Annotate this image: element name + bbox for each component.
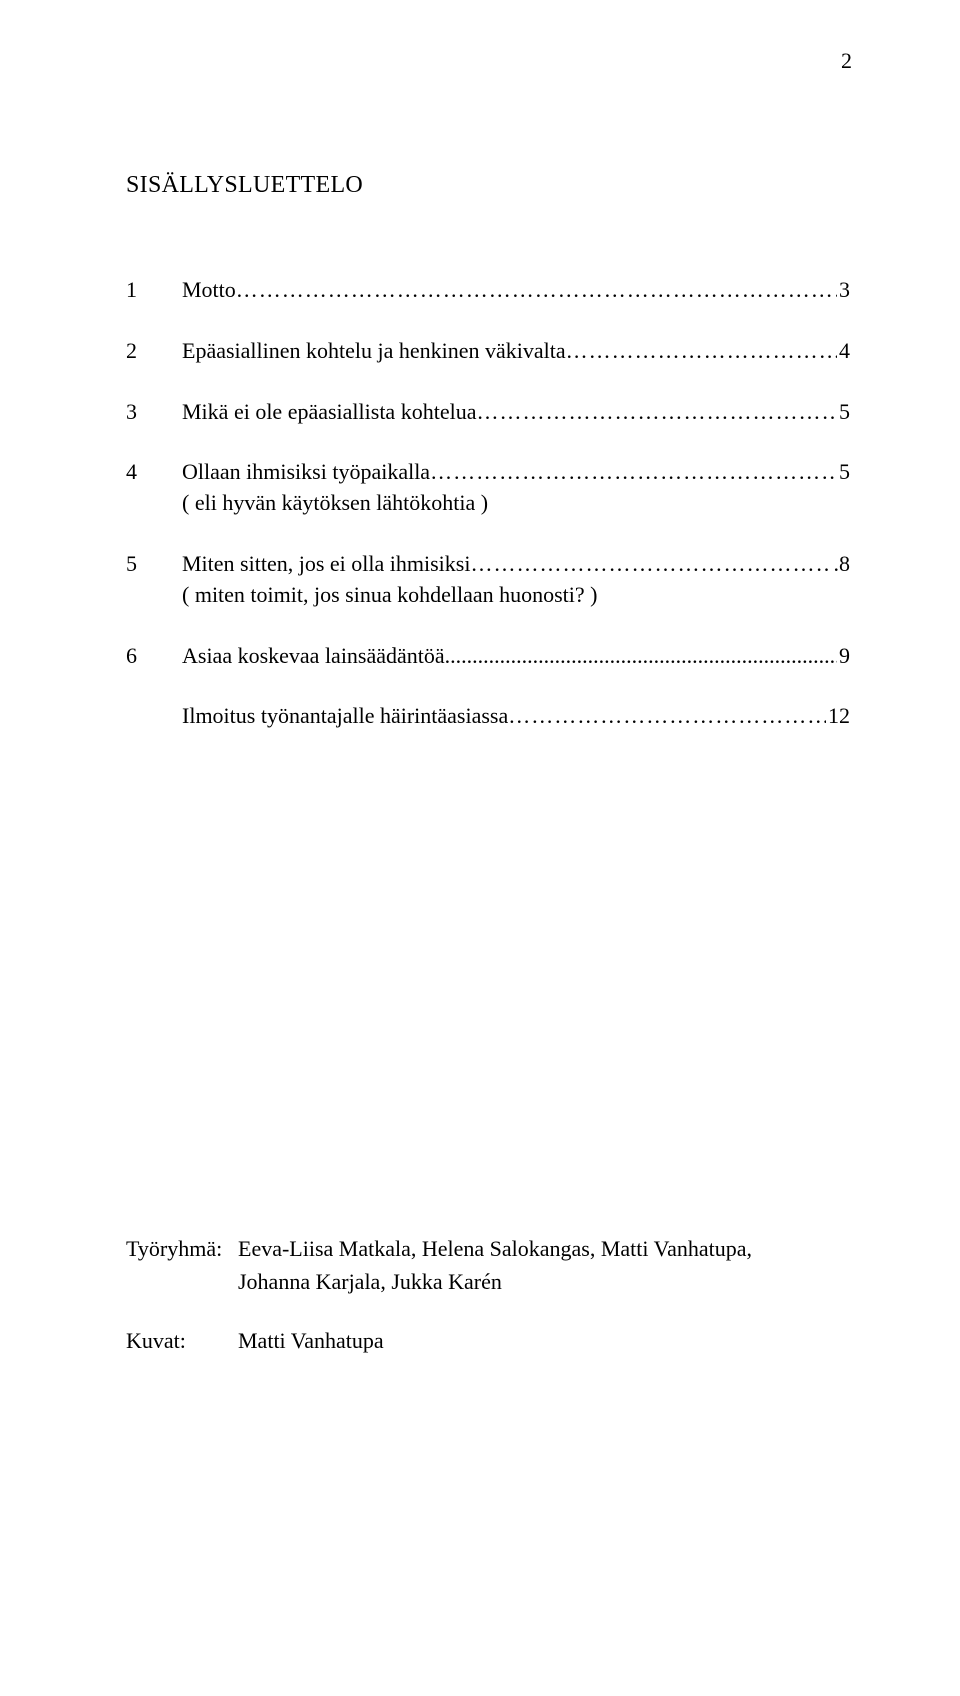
toc-page: 5 bbox=[837, 457, 850, 488]
toc-label: Asiaa koskevaa lainsäädäntöä bbox=[182, 641, 445, 672]
workgroup-row2: Johanna Karjala, Jukka Karén bbox=[126, 1265, 850, 1298]
toc-number: 1 bbox=[126, 275, 182, 306]
page-number: 2 bbox=[841, 48, 852, 74]
toc-number: 4 bbox=[126, 457, 182, 488]
workgroup-row: Työryhmä: Eeva-Liisa Matkala, Helena Sal… bbox=[126, 1232, 850, 1265]
toc-leader bbox=[508, 701, 826, 732]
toc-label: Motto bbox=[182, 275, 236, 306]
toc-item-2: 2 Epäasiallinen kohtelu ja henkinen väki… bbox=[126, 336, 850, 367]
toc-subtitle: ( eli hyvän käytöksen lähtökohtia ) bbox=[182, 488, 850, 519]
toc-page: 12 bbox=[826, 701, 850, 732]
toc-item-6: 6 Asiaa koskevaa lainsäädäntöä 9 bbox=[126, 641, 850, 672]
toc-leader bbox=[470, 549, 831, 580]
toc-label: Ilmoitus työnantajalle häirintäasiassa bbox=[182, 701, 508, 732]
images-label: Kuvat: bbox=[126, 1324, 238, 1357]
workgroup-names-line2: Johanna Karjala, Jukka Karén bbox=[238, 1265, 502, 1298]
credits-block: Työryhmä: Eeva-Liisa Matkala, Helena Sal… bbox=[126, 1232, 850, 1357]
toc-item-1: 1 Motto 3 bbox=[126, 275, 850, 306]
toc-number: 3 bbox=[126, 397, 182, 428]
toc-leader bbox=[236, 275, 837, 306]
toc-title: SISÄLLYSLUETTELO bbox=[126, 172, 850, 199]
spacer bbox=[126, 1265, 238, 1298]
toc-leader bbox=[445, 641, 837, 672]
toc-leader bbox=[476, 397, 837, 428]
toc-number: 2 bbox=[126, 336, 182, 367]
toc-subtitle: ( miten toimit, jos sinua kohdellaan huo… bbox=[182, 580, 850, 611]
toc-item-4: 4 Ollaan ihmisiksi työpaikalla 5 ( eli h… bbox=[126, 457, 850, 519]
toc-item-3: 3 Mikä ei ole epäasiallista kohtelua 5 bbox=[126, 397, 850, 428]
toc-item-7: Ilmoitus työnantajalle häirintäasiassa 1… bbox=[126, 701, 850, 732]
toc-label: Ollaan ihmisiksi työpaikalla bbox=[182, 457, 430, 488]
images-value: Matti Vanhatupa bbox=[238, 1324, 384, 1357]
toc-item-5: 5 Miten sitten, jos ei olla ihmisiksi .8… bbox=[126, 549, 850, 611]
toc-label: Mikä ei ole epäasiallista kohtelua bbox=[182, 397, 476, 428]
toc-page: 3 bbox=[837, 275, 850, 306]
workgroup-names-line1: Eeva-Liisa Matkala, Helena Salokangas, M… bbox=[238, 1232, 752, 1265]
toc-leader bbox=[566, 336, 837, 367]
document-content: SISÄLLYSLUETTELO 1 Motto 3 2 Epäasiallin… bbox=[0, 0, 960, 1357]
toc-page: 9 bbox=[837, 641, 850, 672]
toc-page: 5 bbox=[837, 397, 850, 428]
toc-label: Epäasiallinen kohtelu ja henkinen väkiva… bbox=[182, 336, 566, 367]
workgroup-label: Työryhmä: bbox=[126, 1232, 238, 1265]
toc-page: 4 bbox=[837, 336, 850, 367]
toc-label: Miten sitten, jos ei olla ihmisiksi bbox=[182, 549, 470, 580]
toc-page: .8 bbox=[832, 549, 851, 580]
images-row: Kuvat: Matti Vanhatupa bbox=[126, 1324, 850, 1357]
toc-number: 6 bbox=[126, 641, 182, 672]
toc-number: 5 bbox=[126, 549, 182, 580]
toc-leader bbox=[430, 457, 837, 488]
table-of-contents: 1 Motto 3 2 Epäasiallinen kohtelu ja hen… bbox=[126, 275, 850, 732]
